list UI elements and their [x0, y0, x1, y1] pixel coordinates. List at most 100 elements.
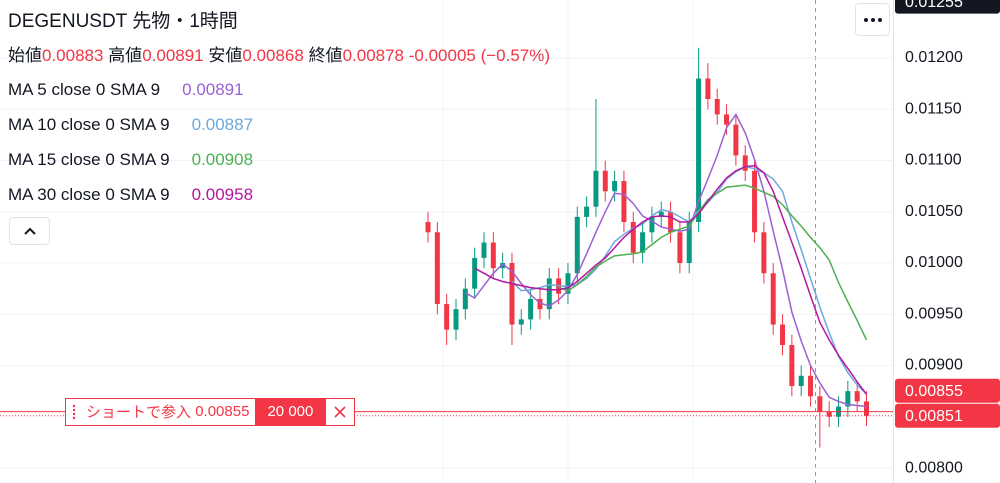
- symbol-title: DEGENUSDT 先物・1時間: [8, 11, 238, 32]
- ohlc-legend: 始値0.00883 高値0.00891 安値0.00868 終値0.00878 …: [8, 41, 550, 66]
- candle-body: [593, 170, 599, 207]
- candle-body: [528, 298, 534, 320]
- candle-body: [817, 396, 823, 412]
- indicator-row: MA 10 close 0 SMA 9 0.00887: [8, 115, 253, 135]
- y-tick-label: 0.01150: [905, 100, 962, 117]
- candle-body: [444, 304, 450, 330]
- candle-body: [752, 170, 758, 233]
- candle-body: [649, 216, 655, 233]
- indicator-value: 0.00887: [191, 115, 254, 134]
- candle-body: [500, 263, 506, 269]
- candle-body: [565, 273, 571, 294]
- candle-body: [621, 181, 627, 223]
- candle-body: [714, 99, 720, 115]
- indicator-row: MA 5 close 0 SMA 9 0.00891: [8, 80, 244, 100]
- candle-body: [808, 375, 814, 397]
- candle-body: [574, 216, 580, 274]
- ma-line: [511, 165, 868, 395]
- close-icon: [334, 406, 346, 418]
- candle-body: [668, 211, 674, 233]
- candle-body: [658, 211, 664, 217]
- candle-body: [537, 298, 543, 310]
- ohlc-value: 0.00878: [342, 46, 405, 65]
- price-badge: [895, 378, 1000, 403]
- candle-body: [584, 206, 590, 217]
- ohlc-value: 0.00868: [242, 46, 304, 65]
- ma-line: [464, 112, 867, 408]
- candle-body: [453, 309, 459, 330]
- price-change: -0.00005 (−0.57%): [408, 46, 551, 65]
- order-side: ショートで参入: [86, 404, 192, 422]
- candle-body: [789, 345, 795, 387]
- indicator-value: 0.00891: [182, 80, 244, 99]
- candle-body: [742, 155, 748, 171]
- order-info: ショートで参入 0.00855: [65, 397, 256, 426]
- y-tick-label: 0.01050: [905, 203, 963, 220]
- candle-body: [462, 288, 468, 310]
- candle-body: [425, 222, 431, 233]
- candle-body: [509, 263, 515, 325]
- more-icon: [863, 17, 882, 22]
- indicator-row: MA 15 close 0 SMA 9 0.00908: [8, 150, 253, 170]
- price-badge-label: 0.01255: [905, 0, 963, 11]
- ohlc-label: 始値: [8, 46, 42, 65]
- candle-body: [724, 114, 730, 125]
- y-tick-label: 0.01000: [905, 254, 963, 271]
- candle-body: [733, 124, 739, 156]
- candle-body: [518, 319, 524, 325]
- candle-body: [612, 181, 618, 192]
- collapse-button[interactable]: [9, 217, 50, 245]
- ohlc-label: 終値: [308, 46, 343, 65]
- indicator-value: 0.00908: [191, 150, 254, 169]
- candle-body: [761, 232, 767, 274]
- drag-handle: [72, 404, 76, 419]
- candle-body: [630, 222, 636, 253]
- indicator-row: MA 30 close 0 SMA 9 0.00958: [8, 185, 253, 205]
- indicator-name: MA 10 close 0 SMA 9: [8, 115, 170, 134]
- candle-body: [640, 232, 646, 253]
- y-tick-label: 0.01200: [905, 49, 963, 66]
- ohlc-label: 安値: [208, 46, 243, 65]
- order-quantity: 20 000: [255, 397, 326, 426]
- order-price: 0.00855: [195, 403, 250, 421]
- candle-body: [705, 78, 711, 100]
- candle-body: [798, 375, 804, 387]
- order-line-label[interactable]: ショートで参入 0.00855 20 000: [65, 397, 356, 426]
- indicator-name: MA 15 close 0 SMA 9: [8, 150, 170, 169]
- price-badge: [895, 403, 1000, 428]
- ohlc-value: 0.00883: [42, 46, 104, 65]
- candle-body: [434, 232, 440, 305]
- candle-body: [677, 232, 683, 264]
- chevron-up-icon: [23, 227, 36, 235]
- ohlc-label: 高値: [108, 46, 143, 65]
- y-tick-label: 0.01100: [905, 152, 962, 169]
- price-badge-label: 0.00855: [905, 383, 963, 400]
- y-tick-label: 0.00900: [905, 357, 963, 374]
- more-button[interactable]: [855, 3, 890, 36]
- order-cancel-button[interactable]: [325, 397, 356, 426]
- candle-body: [481, 242, 487, 258]
- price-badge-label: 0.00851: [905, 408, 963, 425]
- indicator-value: 0.00958: [191, 185, 254, 204]
- price-badge: [895, 0, 1000, 14]
- candle-body: [845, 391, 851, 407]
- candle-body: [472, 257, 478, 289]
- candle-body: [864, 401, 870, 416]
- candle-body: [696, 78, 702, 223]
- candle-body: [826, 411, 832, 417]
- ohlc-value: 0.00891: [142, 46, 204, 65]
- candle-body: [686, 222, 692, 264]
- candle-body: [854, 391, 860, 402]
- candle-body: [546, 278, 552, 310]
- candle-body: [770, 273, 776, 325]
- ma-line: [474, 164, 868, 395]
- ma-line: [558, 184, 868, 341]
- indicator-name: MA 30 close 0 SMA 9: [8, 185, 170, 204]
- y-tick-label: 0.00950: [905, 305, 963, 322]
- y-tick-label: 0.00800: [905, 459, 963, 476]
- indicator-name: MA 5 close 0 SMA 9: [8, 80, 161, 99]
- candle-body: [490, 242, 496, 269]
- candle-body: [780, 324, 786, 346]
